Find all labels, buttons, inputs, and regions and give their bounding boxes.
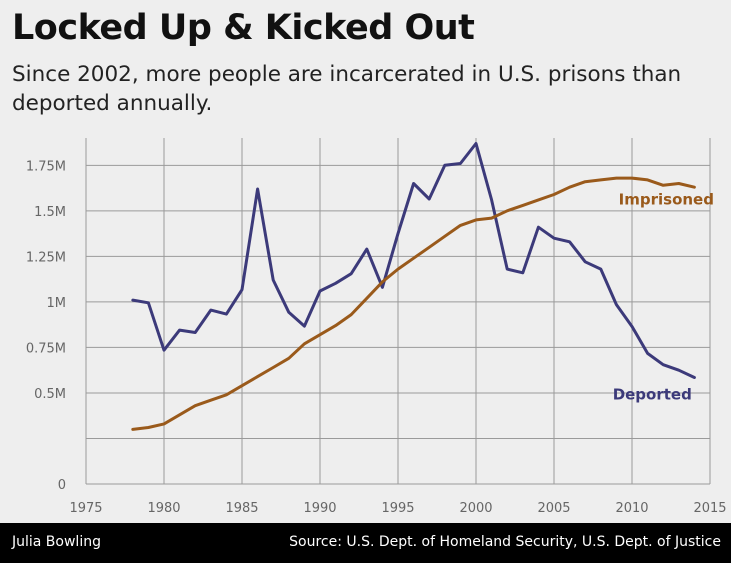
x-tick-label: 2005 [537, 501, 570, 516]
y-tick-label: 0.5M [34, 387, 66, 402]
y-tick-label: 1.5M [34, 205, 66, 220]
footer-bar: Julia Bowling Source: U.S. Dept. of Home… [0, 523, 731, 563]
y-tick-label: 1M [47, 296, 67, 311]
line-chart: 1975 1980 1985 1990 1995 2000 2005 2010 2015 0 0.5… [26, 138, 727, 516]
series-labels: Imprisoned Deported [613, 190, 714, 403]
x-tick-label: 2010 [615, 501, 648, 516]
x-tick-label: 2000 [459, 501, 492, 516]
chart-subtitle: Since 2002, more people are incarcerated… [12, 62, 682, 116]
series-lines [131, 142, 696, 431]
x-tick-label: 1990 [303, 501, 336, 516]
y-tick-label: 0.75M [26, 341, 66, 356]
series-line-deported [131, 142, 696, 379]
chart-title: Locked Up & Kicked Out [12, 8, 475, 48]
tick-labels: 1975 1980 1985 1990 1995 2000 2005 2010 2015 0 0.5… [26, 159, 727, 516]
x-tick-label: 1975 [69, 501, 102, 516]
series-label-deported: Deported [613, 385, 692, 403]
x-tick-label: 1980 [147, 501, 180, 516]
series-label-imprisoned: Imprisoned [619, 190, 714, 208]
y-tick-label: 0 [58, 478, 66, 493]
grid-lines [85, 138, 711, 485]
x-tick-label: 1995 [381, 501, 414, 516]
x-tick-label: 1985 [225, 501, 258, 516]
author-credit: Julia Bowling [12, 534, 101, 550]
y-tick-label: 1.25M [26, 250, 66, 265]
series-line-imprisoned [131, 176, 696, 431]
source-note: Source: U.S. Dept. of Homeland Security,… [289, 534, 721, 550]
x-tick-label: 2015 [693, 501, 726, 516]
y-tick-label: 1.75M [26, 159, 66, 174]
